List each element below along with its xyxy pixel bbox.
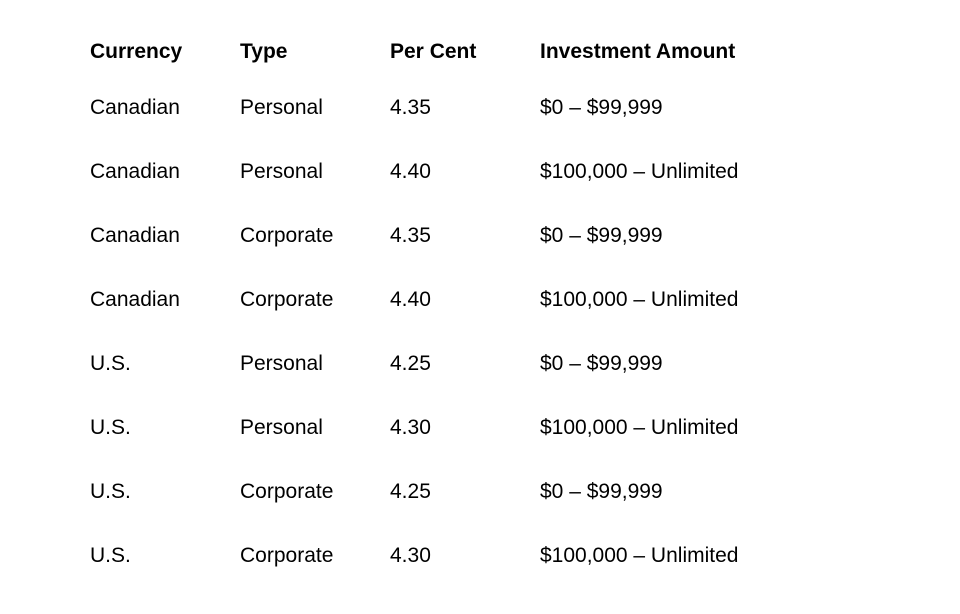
table-body: Canadian Personal 4.35 $0 – $99,999 Cana… [90, 96, 820, 608]
cell-currency: U.S. [90, 480, 240, 544]
table-row: U.S. Personal 4.25 $0 – $99,999 [90, 352, 820, 416]
cell-currency: Canadian [90, 160, 240, 224]
header-currency: Currency [90, 40, 240, 96]
cell-percent: 4.30 [390, 416, 540, 480]
cell-type: Corporate [240, 480, 390, 544]
cell-amount: $100,000 – Unlimited [540, 544, 820, 608]
cell-amount: $100,000 – Unlimited [540, 288, 820, 352]
cell-amount: $0 – $99,999 [540, 96, 820, 160]
cell-currency: U.S. [90, 352, 240, 416]
cell-type: Personal [240, 160, 390, 224]
table-row: U.S. Personal 4.30 $100,000 – Unlimited [90, 416, 820, 480]
cell-amount: $0 – $99,999 [540, 480, 820, 544]
table-row: Canadian Corporate 4.35 $0 – $99,999 [90, 224, 820, 288]
cell-currency: Canadian [90, 96, 240, 160]
cell-percent: 4.35 [390, 96, 540, 160]
cell-amount: $0 – $99,999 [540, 224, 820, 288]
table-row: Canadian Personal 4.35 $0 – $99,999 [90, 96, 820, 160]
cell-percent: 4.25 [390, 352, 540, 416]
table-row: U.S. Corporate 4.30 $100,000 – Unlimited [90, 544, 820, 608]
rates-table-container: Currency Type Per Cent Investment Amount… [0, 0, 960, 608]
cell-currency: Canadian [90, 224, 240, 288]
cell-type: Personal [240, 96, 390, 160]
cell-amount: $0 – $99,999 [540, 352, 820, 416]
header-row: Currency Type Per Cent Investment Amount [90, 40, 820, 96]
cell-percent: 4.30 [390, 544, 540, 608]
cell-currency: U.S. [90, 416, 240, 480]
cell-percent: 4.40 [390, 160, 540, 224]
cell-type: Corporate [240, 224, 390, 288]
cell-amount: $100,000 – Unlimited [540, 416, 820, 480]
cell-type: Personal [240, 416, 390, 480]
cell-type: Corporate [240, 288, 390, 352]
cell-type: Corporate [240, 544, 390, 608]
header-amount: Investment Amount [540, 40, 820, 96]
table-header: Currency Type Per Cent Investment Amount [90, 40, 820, 96]
cell-type: Personal [240, 352, 390, 416]
cell-percent: 4.35 [390, 224, 540, 288]
table-row: Canadian Personal 4.40 $100,000 – Unlimi… [90, 160, 820, 224]
rates-table: Currency Type Per Cent Investment Amount… [90, 40, 820, 608]
table-row: Canadian Corporate 4.40 $100,000 – Unlim… [90, 288, 820, 352]
cell-percent: 4.40 [390, 288, 540, 352]
cell-currency: U.S. [90, 544, 240, 608]
header-type: Type [240, 40, 390, 96]
cell-currency: Canadian [90, 288, 240, 352]
cell-amount: $100,000 – Unlimited [540, 160, 820, 224]
table-row: U.S. Corporate 4.25 $0 – $99,999 [90, 480, 820, 544]
cell-percent: 4.25 [390, 480, 540, 544]
header-percent: Per Cent [390, 40, 540, 96]
